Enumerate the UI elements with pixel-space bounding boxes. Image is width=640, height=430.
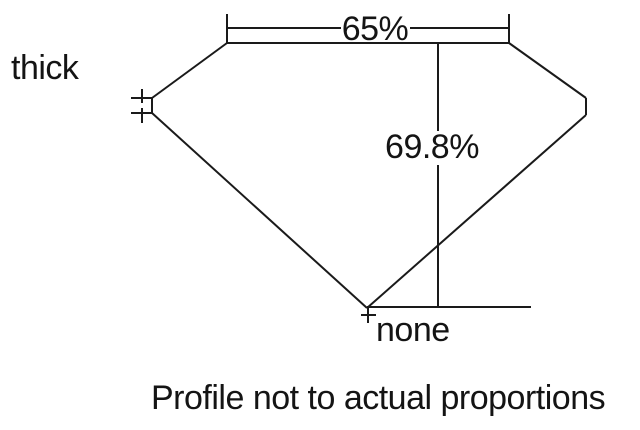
culet-label: none <box>376 311 450 349</box>
girdle-thickness-label: thick <box>11 49 79 87</box>
table-percent-label: 65% <box>341 10 409 48</box>
crown-right-line <box>508 42 587 99</box>
crown-left-line <box>151 42 228 99</box>
depth-percent-label: 69.8% <box>385 128 479 166</box>
footnote-text: Profile not to actual proportions <box>151 379 606 417</box>
pavilion-left-line <box>151 112 368 309</box>
pavilion-right-line <box>366 114 587 309</box>
